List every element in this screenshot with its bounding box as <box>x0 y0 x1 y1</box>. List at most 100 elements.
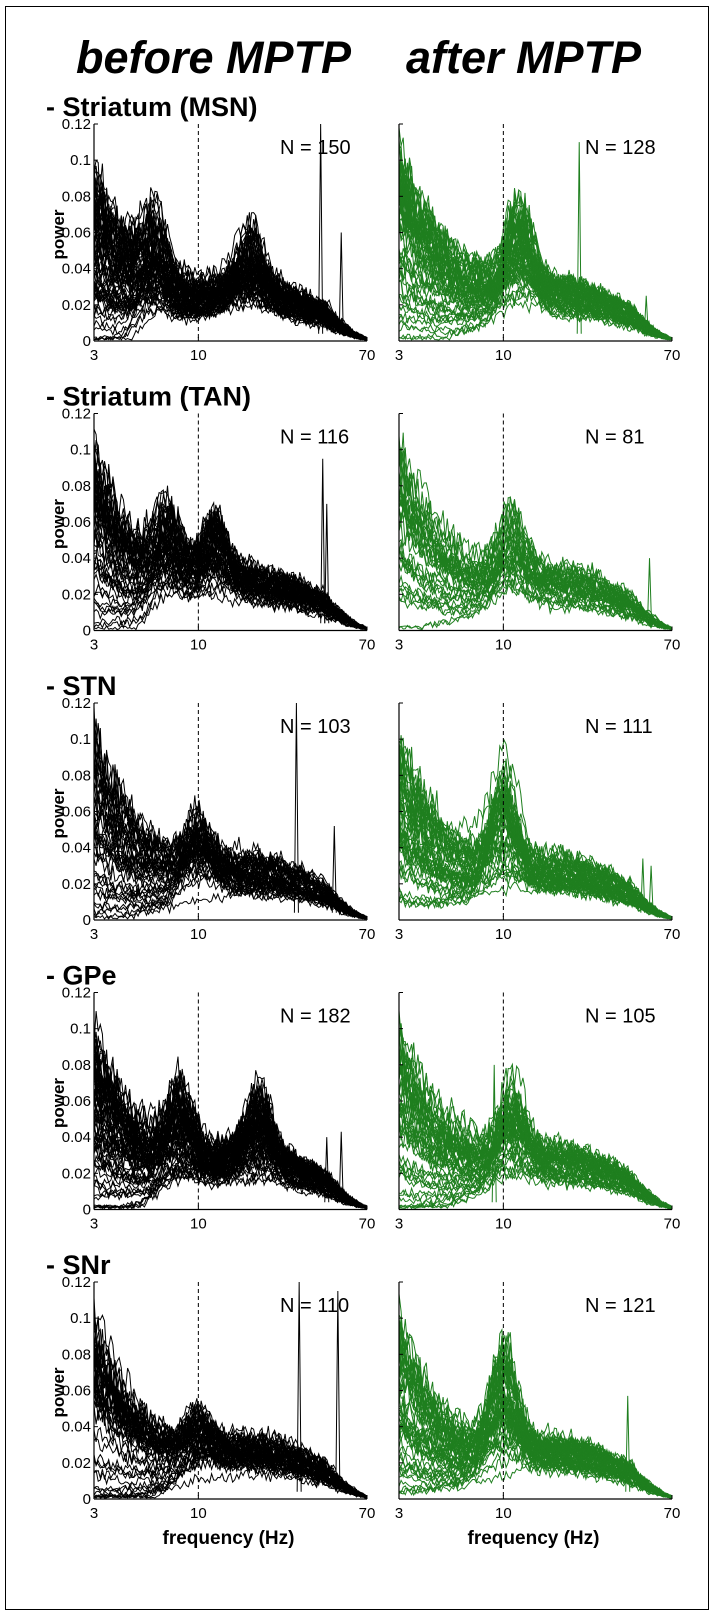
figure: before MPTP after MPTP - Striatum (MSN) 0… <box>5 6 709 1610</box>
panel-6-x-tick-label: 3 <box>90 1216 98 1233</box>
panel-8-trace <box>94 1297 367 1498</box>
panel-9-traces <box>399 1293 672 1499</box>
panel-2-region-title: - Striatum (TAN) <box>46 382 251 412</box>
panel-6-trace <box>94 1071 367 1208</box>
panel-3-traces <box>399 432 672 631</box>
panel-8-region-title: - SNr <box>46 1250 111 1280</box>
panel-0-trace <box>94 199 367 339</box>
panel-4-traces <box>94 703 367 920</box>
panel-6-trace <box>94 1058 367 1209</box>
panel-4-y-tick-label: 0.1 <box>70 731 91 748</box>
panel-3-trace <box>399 502 672 629</box>
panel-1-trace <box>399 202 672 341</box>
panel-5-spike-0 <box>640 858 646 913</box>
panel-6-trace <box>94 1134 367 1210</box>
panel-0-x-tick-label: 10 <box>190 347 207 364</box>
panel-0-spike-0 <box>318 124 324 334</box>
panel-3-x-tick-label: 70 <box>664 637 681 654</box>
panel-9-spike-0 <box>625 1395 631 1492</box>
panel-6-trace <box>94 1068 367 1209</box>
panel-5-n-label: N = 111 <box>585 716 653 738</box>
panel-7-trace <box>399 1094 672 1208</box>
panel-5-x-tick-label: 3 <box>395 926 403 943</box>
panel-2-y-tick-label: 0.1 <box>70 442 91 459</box>
panel-7-x-tick-label: 10 <box>495 1216 512 1233</box>
panel-8-y-axis-label: power <box>49 1367 68 1417</box>
panel-5-trace <box>399 818 672 919</box>
panel-6-traces <box>94 1011 367 1210</box>
panel-2-x-tick-label: 10 <box>190 637 207 654</box>
panel-0-traces <box>94 124 367 341</box>
panel-2-x-tick-label: 70 <box>359 637 376 654</box>
panel-6-y-tick-label: 0.1 <box>70 1021 91 1038</box>
panel-0-y-tick-label: 0.12 <box>62 116 91 133</box>
panel-8-trace <box>94 1372 367 1498</box>
panel-3-trace <box>399 578 672 630</box>
panel-8-x-axis-label: frequency (Hz) <box>163 1528 295 1549</box>
panel-1-trace <box>399 188 672 341</box>
panel-8-y-tick-label: 0.1 <box>70 1310 91 1327</box>
panel-4-region-title: - STN <box>46 671 117 701</box>
panel-0-y-tick-label: 0.04 <box>62 261 91 278</box>
panel-8-y-tick-label: 0.12 <box>62 1274 91 1291</box>
column-title-before: before MPTP <box>76 32 352 83</box>
panel-7-x-tick-label: 3 <box>395 1216 403 1233</box>
panel-0-region-title: - Striatum (MSN) <box>46 92 258 122</box>
column-title-after: after MPTP <box>406 32 642 83</box>
panel-7-trace <box>399 1099 672 1209</box>
panel-0-y-tick-label: 0.02 <box>62 297 91 314</box>
panel-4-x-tick-label: 10 <box>190 926 207 943</box>
panel-5-trace <box>399 763 672 918</box>
panel-6-trace <box>94 1102 367 1208</box>
panel-0-x-tick-label: 3 <box>90 347 98 364</box>
panel-8-y-tick-label: 0.08 <box>62 1346 91 1363</box>
panel-0-y-tick-label: 0.06 <box>62 225 91 242</box>
panel-9-x-tick-label: 3 <box>395 1505 403 1522</box>
panel-2-spike-0 <box>320 458 326 624</box>
panel-4-trace <box>94 755 367 919</box>
panel-6-x-tick-label: 10 <box>190 1216 207 1233</box>
panel-0-y-tick-label: 0 <box>83 333 91 350</box>
panel-0-trace <box>94 246 367 341</box>
panel-4-trace <box>94 732 367 920</box>
panel-8-y-tick-label: 0.02 <box>62 1455 91 1472</box>
panel-1-trace <box>399 137 672 341</box>
panel-8-trace <box>94 1370 367 1497</box>
panel-7-spike-0 <box>491 1064 497 1203</box>
panel-9-x-axis-label: frequency (Hz) <box>468 1528 600 1549</box>
panel-4-trace <box>94 805 367 919</box>
panel-6-spike-0 <box>324 1137 330 1203</box>
panel-2-y-tick-label: 0.04 <box>62 550 91 567</box>
panel-5-spike-1 <box>648 865 654 913</box>
panel-0-trace <box>94 279 367 340</box>
panel-8-n-label: N = 110 <box>280 1295 349 1317</box>
panel-7-n-label: N = 105 <box>585 1006 656 1028</box>
panel-4-y-tick-label: 0.12 <box>62 695 91 712</box>
panel-9-x-tick-label: 70 <box>664 1505 681 1522</box>
panel-8-y-tick-label: 0 <box>83 1491 91 1508</box>
panel-8-trace <box>94 1389 367 1497</box>
panel-3-trace <box>399 451 672 630</box>
panel-6-y-tick-label: 0 <box>83 1202 91 1219</box>
panel-8-traces <box>94 1282 367 1499</box>
panel-6-y-tick-label: 0.06 <box>62 1093 91 1110</box>
panel-0-x-tick-label: 70 <box>359 347 376 364</box>
panel-0-y-axis-label: power <box>49 209 68 259</box>
panel-0-y-tick-label: 0.08 <box>62 188 91 205</box>
panel-8-spike-0 <box>296 1282 302 1492</box>
panel-2-y-tick-label: 0.08 <box>62 478 91 495</box>
panel-2-y-tick-label: 0.12 <box>62 406 91 423</box>
panel-6-y-tick-label: 0.04 <box>62 1129 91 1146</box>
panel-2-y-axis-label: power <box>49 499 68 549</box>
panel-2-traces <box>94 428 367 631</box>
panel-6-y-tick-label: 0.12 <box>62 985 91 1002</box>
panel-2-spike-1 <box>324 503 330 624</box>
panel-4-y-axis-label: power <box>49 788 68 838</box>
panel-2-y-tick-label: 0 <box>83 623 91 640</box>
panel-1-trace <box>399 175 672 338</box>
panel-8-y-tick-label: 0.04 <box>62 1419 91 1436</box>
panel-2-n-label: N = 116 <box>280 427 349 449</box>
panel-8-y-tick-label: 0.06 <box>62 1383 91 1400</box>
panel-1-x-tick-label: 3 <box>395 347 403 364</box>
panel-7-trace <box>399 1105 672 1208</box>
